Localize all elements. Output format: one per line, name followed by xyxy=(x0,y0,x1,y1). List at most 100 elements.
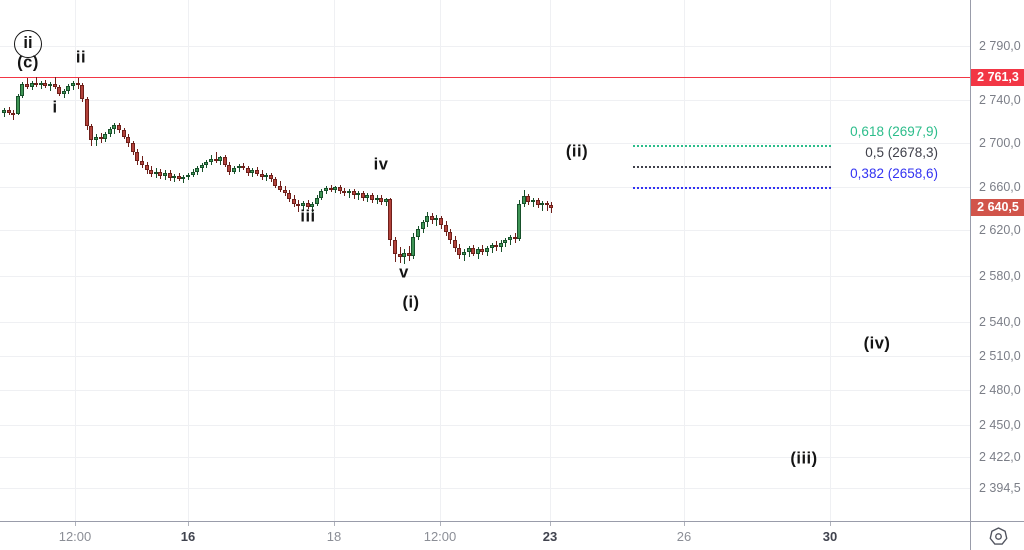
candle-body xyxy=(324,188,328,191)
candle-body xyxy=(43,83,47,86)
candle-wick xyxy=(510,235,511,245)
time-tick-mark xyxy=(75,522,76,526)
candle-body xyxy=(204,162,208,165)
wave-label[interactable]: (iii) xyxy=(790,449,818,468)
wave-label[interactable]: iv xyxy=(373,155,389,174)
candle-body xyxy=(76,83,80,85)
candle-body xyxy=(430,216,434,220)
time-tick-mark xyxy=(188,522,189,526)
wave-label[interactable]: ii xyxy=(14,30,42,58)
candle-body xyxy=(457,248,461,255)
price-tick-label: 2 580,0 xyxy=(979,269,1021,283)
candle-body xyxy=(172,176,176,178)
horizontal-gridline xyxy=(0,100,970,101)
candle-body xyxy=(342,191,346,193)
candle-body xyxy=(94,137,98,140)
fib-retracement-line[interactable] xyxy=(633,166,831,168)
fib-retracement-line[interactable] xyxy=(633,145,831,147)
time-tick-label: 16 xyxy=(180,529,196,544)
vertical-gridline xyxy=(188,0,189,521)
candle-body xyxy=(158,172,162,176)
candle-body xyxy=(269,175,273,179)
candle-body xyxy=(53,84,57,87)
price-tick-label: 2 480,0 xyxy=(979,383,1021,397)
candle-body xyxy=(214,159,218,161)
candle-wick xyxy=(358,191,359,200)
wave-label[interactable]: (c) xyxy=(17,53,39,72)
candle-body xyxy=(531,200,535,202)
candle-body xyxy=(62,91,66,94)
candle-body xyxy=(57,87,61,94)
price-tick-label: 2 394,5 xyxy=(979,481,1021,495)
time-tick-mark xyxy=(550,522,551,526)
candle-body xyxy=(536,200,540,205)
candle-body xyxy=(379,198,383,202)
candle-body xyxy=(99,137,103,139)
candle-body xyxy=(264,175,268,177)
wave-label[interactable]: (iv) xyxy=(863,334,891,353)
candle-body xyxy=(163,173,167,176)
fib-level-label[interactable]: 0,382 (2658,6) xyxy=(850,166,938,181)
candle-body xyxy=(467,248,471,252)
candle-body xyxy=(168,173,172,178)
wave-label[interactable]: (ii) xyxy=(565,142,589,161)
candle-body xyxy=(89,126,93,140)
candle-body xyxy=(250,170,254,173)
candle-body xyxy=(241,166,245,168)
candle-wick xyxy=(492,243,493,253)
candle-body xyxy=(333,187,337,190)
candle-body xyxy=(260,174,264,177)
candle-wick xyxy=(41,81,42,89)
candle-body xyxy=(388,199,392,240)
wave-label[interactable]: ii xyxy=(75,48,87,67)
time-axis[interactable]: 12:00 16 18 12:00 23 26 30 xyxy=(0,521,970,550)
candle-body xyxy=(122,130,126,137)
wave-label[interactable]: iii xyxy=(300,207,316,226)
candle-body xyxy=(480,249,484,252)
candle-body xyxy=(200,165,204,168)
candle-body xyxy=(549,205,553,208)
time-tick-label: 23 xyxy=(542,529,558,544)
candle-wick xyxy=(183,175,184,183)
fib-level-label[interactable]: 0,5 (2678,3) xyxy=(865,145,938,160)
price-tick-label: 2 790,0 xyxy=(979,39,1021,53)
candle-body xyxy=(411,237,415,256)
horizontal-gridline xyxy=(0,187,970,188)
candle-body xyxy=(34,83,38,85)
candle-body xyxy=(375,198,379,200)
horizontal-gridline xyxy=(0,488,970,489)
candle-body xyxy=(508,237,512,240)
price-tick-label: 2 660,0 xyxy=(979,180,1021,194)
wave-label[interactable]: v xyxy=(399,263,409,282)
horizontal-gridline xyxy=(0,230,970,231)
candle-wick xyxy=(36,77,37,87)
price-tick-label: 2 540,0 xyxy=(979,315,1021,329)
vertical-gridline xyxy=(550,0,551,521)
candle-body xyxy=(80,85,84,99)
price-scale-settings-icon[interactable] xyxy=(989,527,1008,546)
wave-label[interactable]: (i) xyxy=(402,293,420,312)
candle-body xyxy=(273,179,277,186)
candle-wick xyxy=(13,110,14,120)
horizontal-price-line[interactable] xyxy=(0,77,970,78)
candle-body xyxy=(425,216,429,222)
candle-body xyxy=(287,193,291,199)
candle-wick xyxy=(464,249,465,261)
candle-body xyxy=(347,191,351,193)
candle-body xyxy=(356,193,360,195)
wave-label[interactable]: i xyxy=(52,98,58,117)
candle-body xyxy=(365,195,369,198)
candle-body xyxy=(237,166,241,168)
price-tick-label: 2 740,0 xyxy=(979,93,1021,107)
fib-level-label[interactable]: 0,618 (2697,9) xyxy=(850,124,938,139)
price-axis[interactable]: 2 790,0 2 740,0 2 700,0 2 660,0 2 620,0 2 580… xyxy=(970,0,1024,521)
price-tick-label: 2 620,0 xyxy=(979,223,1021,237)
vertical-gridline xyxy=(684,0,685,521)
candle-body xyxy=(329,188,333,190)
fib-retracement-line[interactable] xyxy=(633,187,831,189)
candlestick-chart-plot[interactable]: ii (c) ii i iii iv v (i) (ii) (iv) (iii) 0,618 (269… xyxy=(0,0,970,521)
last-price-badge: 2 640,5 xyxy=(971,199,1024,216)
candle-body xyxy=(145,165,149,170)
candle-body xyxy=(39,83,43,85)
candle-wick xyxy=(239,164,240,172)
